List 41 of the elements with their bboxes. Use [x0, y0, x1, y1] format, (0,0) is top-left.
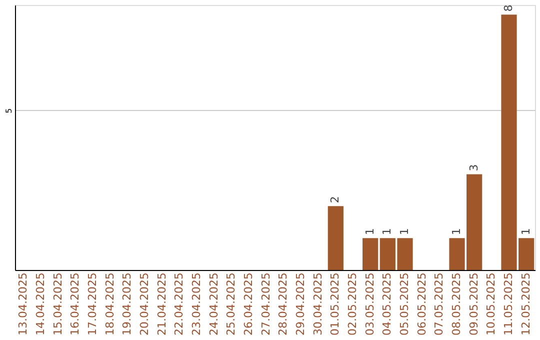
data-label: 1 [363, 228, 376, 236]
x-tick-label: 05.05.2025 [398, 272, 411, 336]
x-tick-label: 06.05.2025 [415, 272, 428, 336]
x-tick-label: 21.04.2025 [155, 272, 168, 336]
x-tick-label: 26.04.2025 [242, 272, 255, 336]
x-tick-label: 28.04.2025 [276, 272, 290, 336]
x-tick-label: 23.04.2025 [190, 272, 203, 336]
x-tick-label: 07.05.2025 [432, 272, 446, 336]
bar [362, 238, 378, 270]
data-label: 1 [380, 228, 394, 236]
x-tick-label: 27.04.2025 [259, 272, 272, 336]
x-tick-label: 22.04.2025 [172, 272, 186, 336]
x-tick-label: 12.05.2025 [519, 272, 532, 336]
x-tick-label: 01.05.2025 [328, 272, 342, 336]
x-tick-label: 19.04.2025 [120, 272, 134, 336]
x-tick-label: 02.05.2025 [346, 272, 359, 336]
x-tick-label: 09.05.2025 [467, 272, 480, 336]
x-tick-label: 08.05.2025 [450, 272, 463, 336]
bar [328, 206, 344, 270]
data-label: 3 [467, 164, 480, 172]
x-tick-label: 29.04.2025 [294, 272, 307, 336]
data-label: 2 [328, 196, 342, 204]
x-tick-label: 17.04.2025 [86, 272, 99, 336]
data-label: 1 [398, 228, 411, 236]
x-tick-label: 15.04.2025 [51, 272, 64, 336]
x-tick-label: 24.04.2025 [207, 272, 220, 336]
x-tick-label: 16.04.2025 [68, 272, 82, 336]
x-tick-label: 04.05.2025 [380, 272, 394, 336]
y-tick-label: 5 [4, 108, 14, 114]
x-tick-label: 20.04.2025 [138, 272, 151, 336]
x-tick-label: 18.04.2025 [103, 272, 116, 336]
data-label: 1 [450, 228, 463, 236]
data-label: 1 [519, 228, 532, 236]
x-tick-label: 10.05.2025 [484, 272, 498, 336]
data-label: 8 [502, 4, 515, 12]
x-tick-label: 03.05.2025 [363, 272, 376, 336]
x-tick-label: 25.04.2025 [224, 272, 238, 336]
x-tick-label: 11.05.2025 [502, 272, 515, 336]
x-tick-label: 13.04.2025 [16, 272, 30, 336]
x-tick-label: 30.04.2025 [311, 272, 324, 336]
x-tick-label: 14.04.2025 [34, 272, 47, 336]
